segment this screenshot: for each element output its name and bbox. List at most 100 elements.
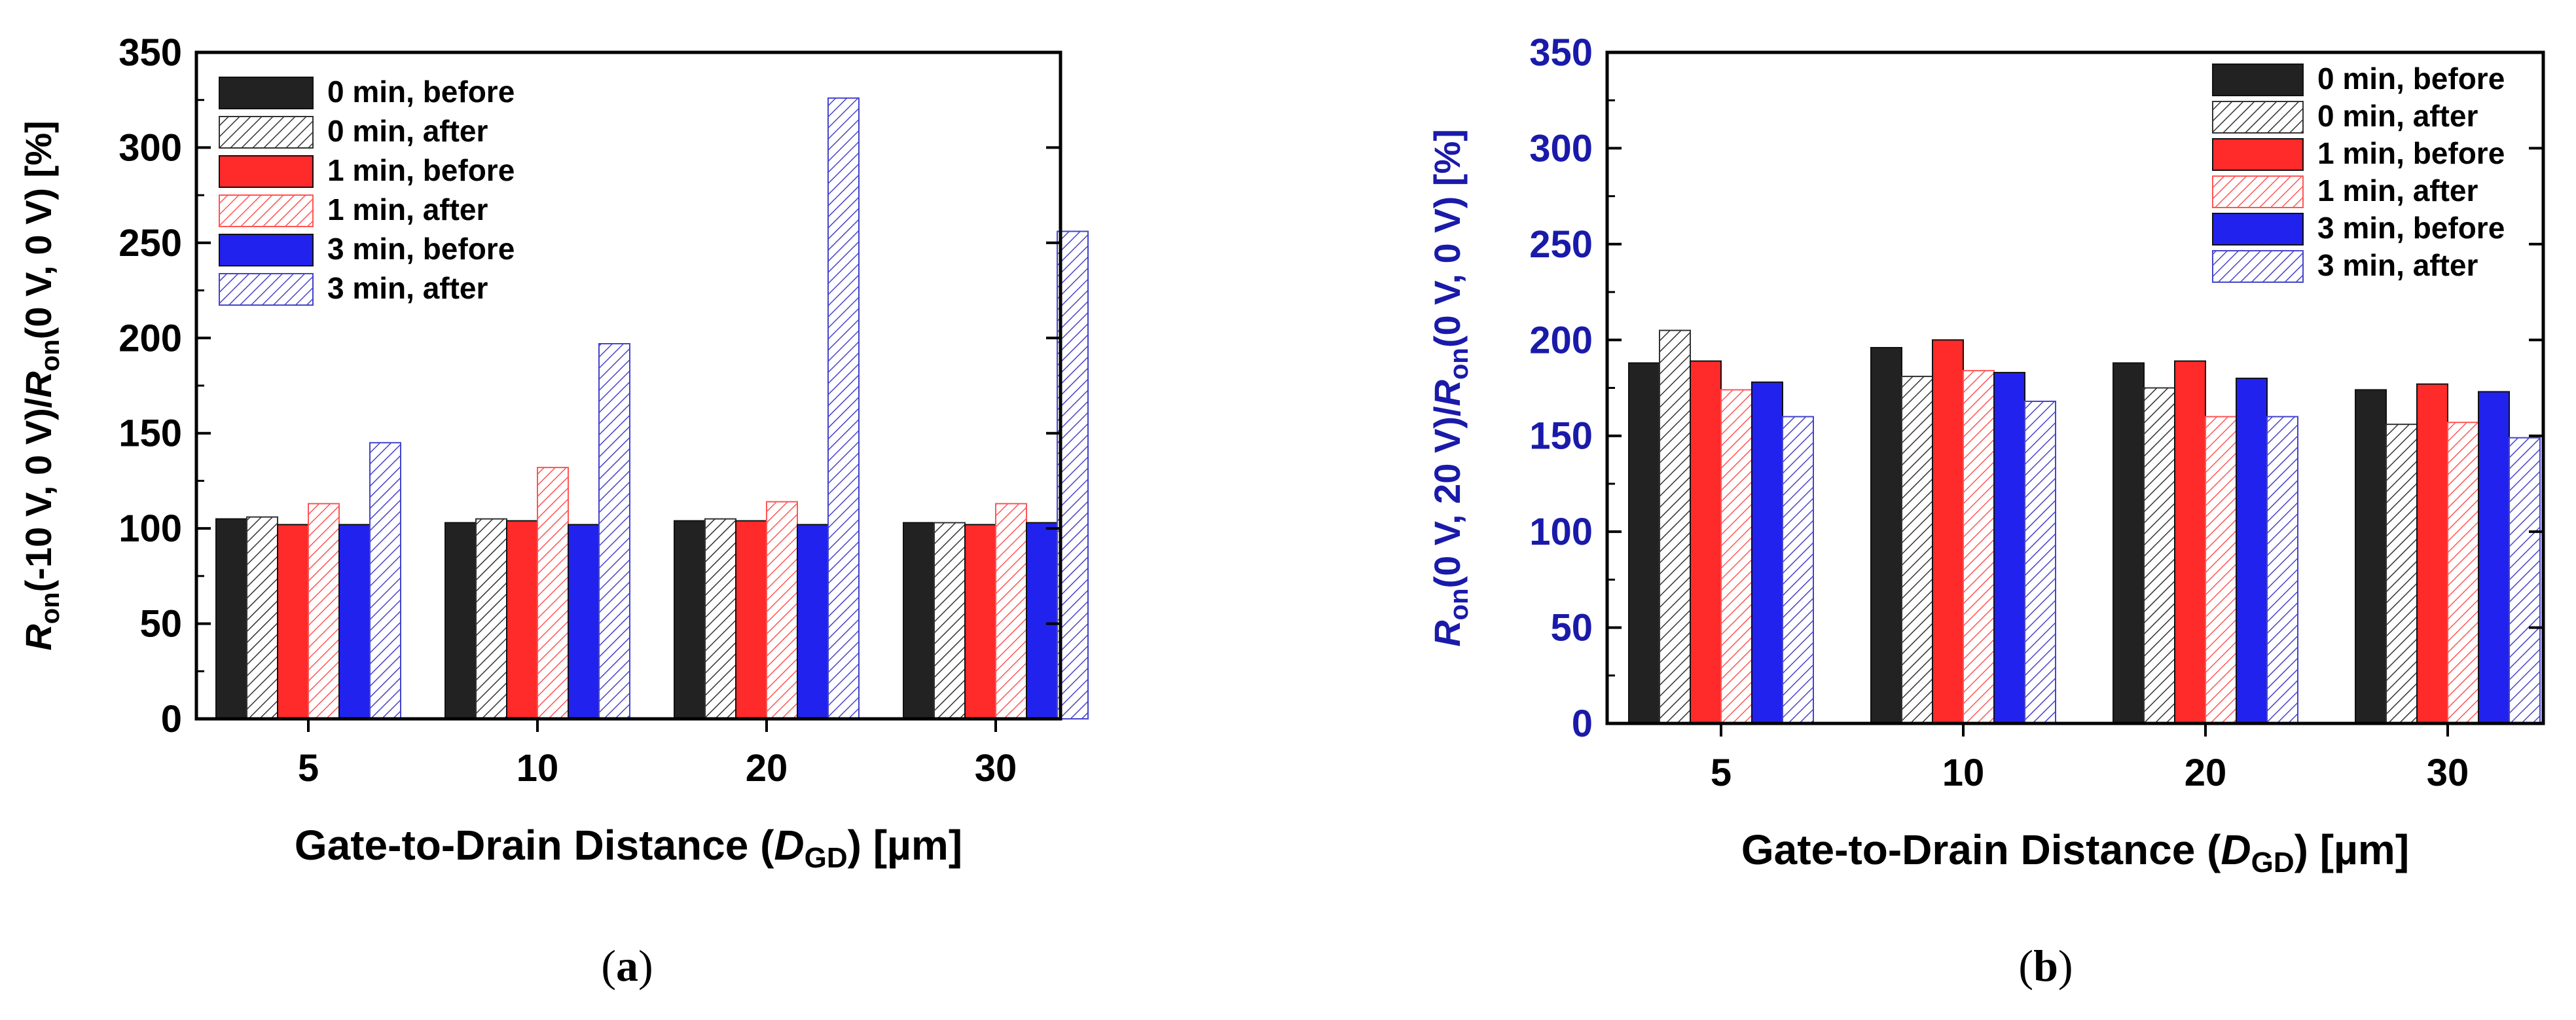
legend-swatch [2212, 213, 2304, 246]
bar-b-30-4 [2478, 391, 2510, 724]
x-axis-label: Gate-to-Drain Distance (DGD) [µm] [295, 822, 962, 874]
y-tick-label: 350 [118, 31, 182, 74]
bar-b-30-3 [2447, 422, 2479, 724]
bar-b-5-4 [1751, 381, 1783, 724]
legend-swatch [2212, 64, 2304, 96]
subfigure-label: (a) [601, 941, 653, 991]
bar-b-5-5 [1782, 416, 1814, 725]
y-tick-label: 50 [139, 603, 182, 646]
legend-label: 1 min, after [327, 192, 488, 227]
bar-b-10-1 [1901, 375, 1933, 724]
bar-a-30-2 [964, 524, 996, 720]
legend-swatch [219, 273, 314, 306]
legend-swatch [219, 234, 314, 266]
legend-swatch [219, 116, 314, 149]
bar-a-10-0 [444, 522, 477, 719]
y-tick-label: 150 [118, 412, 182, 455]
bar-b-10-4 [1993, 372, 2025, 724]
x-tick-label: 30 [975, 747, 1017, 790]
y-tick-label: 100 [1529, 511, 1593, 553]
legend-swatch [219, 155, 314, 188]
bar-b-30-2 [2416, 383, 2448, 724]
bar-a-10-4 [568, 524, 600, 720]
bar-b-10-5 [2024, 401, 2056, 724]
bar-b-20-5 [2266, 416, 2298, 725]
legend-label: 0 min, after [2317, 99, 2478, 133]
bar-b-30-1 [2386, 424, 2418, 725]
bar-b-20-2 [2174, 360, 2206, 724]
legend-label: 3 min, after [327, 271, 488, 305]
bar-a-20-2 [735, 520, 767, 719]
y-tick-label: 250 [118, 222, 182, 264]
bar-b-5-1 [1659, 329, 1691, 724]
legend-label: 0 min, before [2317, 62, 2505, 96]
legend-label: 3 min, after [2317, 248, 2478, 282]
x-tick-label: 5 [1711, 752, 1732, 794]
y-tick-label: 300 [1529, 127, 1593, 170]
bar-a-20-5 [827, 97, 860, 719]
bar-a-10-2 [506, 520, 538, 719]
legend-label: 1 min, before [327, 153, 515, 187]
subfigure-label: (b) [2018, 941, 2073, 991]
legend-label: 1 min, after [2317, 173, 2478, 208]
y-tick-label: 200 [1529, 319, 1593, 361]
bar-b-20-0 [2113, 362, 2145, 724]
legend-swatch [219, 77, 314, 109]
bar-a-10-1 [475, 518, 507, 719]
bar-a-20-1 [704, 518, 736, 719]
legend-label: 0 min, after [327, 114, 488, 148]
chart-panel-b: 0 50 100 150 200 250 300 350 5 10 20 30 Gate-to-Drai… [1426, 31, 2545, 991]
bar-a-5-5 [369, 442, 401, 719]
bar-b-20-1 [2143, 387, 2175, 724]
bar-a-10-5 [598, 343, 630, 719]
y-tick-label: 50 [1550, 607, 1593, 649]
y-axis-label: Ron(0 V, 20 V)/Ron(0 V, 0 V) [%] [1426, 129, 1474, 647]
legend-swatch [219, 194, 314, 227]
bar-a-30-4 [1026, 522, 1058, 719]
bar-b-10-3 [1963, 370, 1995, 724]
y-tick-label: 0 [161, 698, 182, 740]
x-tick-label: 20 [2185, 752, 2227, 794]
bar-a-20-3 [766, 501, 798, 719]
chart-panel-a: 0 50 100 150 200 250 300 350 5 10 20 30 Gate-to-Drai… [18, 31, 1089, 991]
bar-b-30-0 [2355, 389, 2387, 725]
x-tick-label: 10 [517, 747, 559, 790]
y-axis-label: Ron(-10 V, 0 V)/Ron(0 V, 0 V) [%] [18, 120, 65, 650]
x-tick-label: 5 [298, 747, 319, 790]
legend-label: 1 min, before [2317, 136, 2505, 170]
bar-a-20-0 [674, 520, 706, 719]
x-tick-label: 10 [1942, 752, 1985, 794]
bar-a-30-3 [995, 503, 1027, 719]
bar-a-5-3 [308, 503, 340, 719]
y-tick-label: 200 [118, 317, 182, 359]
bar-a-30-5 [1057, 230, 1089, 719]
y-tick-label: 0 [1572, 702, 1593, 745]
bar-b-10-2 [1932, 339, 1964, 724]
legend-label: 3 min, before [327, 232, 515, 266]
bar-a-5-4 [338, 524, 371, 720]
x-tick-label: 20 [746, 747, 788, 790]
bar-b-5-3 [1720, 389, 1752, 725]
x-tick-label: 30 [2427, 752, 2469, 794]
bar-a-5-2 [277, 524, 309, 720]
bar-b-20-3 [2205, 416, 2237, 725]
legend-swatch [2212, 101, 2304, 134]
y-tick-label: 300 [118, 126, 182, 169]
legend-swatch [2212, 138, 2304, 171]
bar-b-30-5 [2509, 437, 2541, 725]
bar-b-5-2 [1690, 360, 1722, 724]
legend-label: 3 min, before [2317, 211, 2505, 245]
y-tick-label: 250 [1529, 223, 1593, 266]
y-tick-label: 150 [1529, 415, 1593, 458]
bar-a-5-0 [215, 518, 247, 719]
y-tick-label: 100 [118, 507, 182, 550]
y-tick-label: 350 [1529, 31, 1593, 74]
bar-a-5-1 [246, 516, 278, 719]
bar-b-10-0 [1870, 347, 1902, 724]
bar-a-20-4 [797, 524, 829, 720]
bar-b-20-4 [2236, 377, 2268, 724]
bar-a-10-3 [537, 467, 569, 719]
